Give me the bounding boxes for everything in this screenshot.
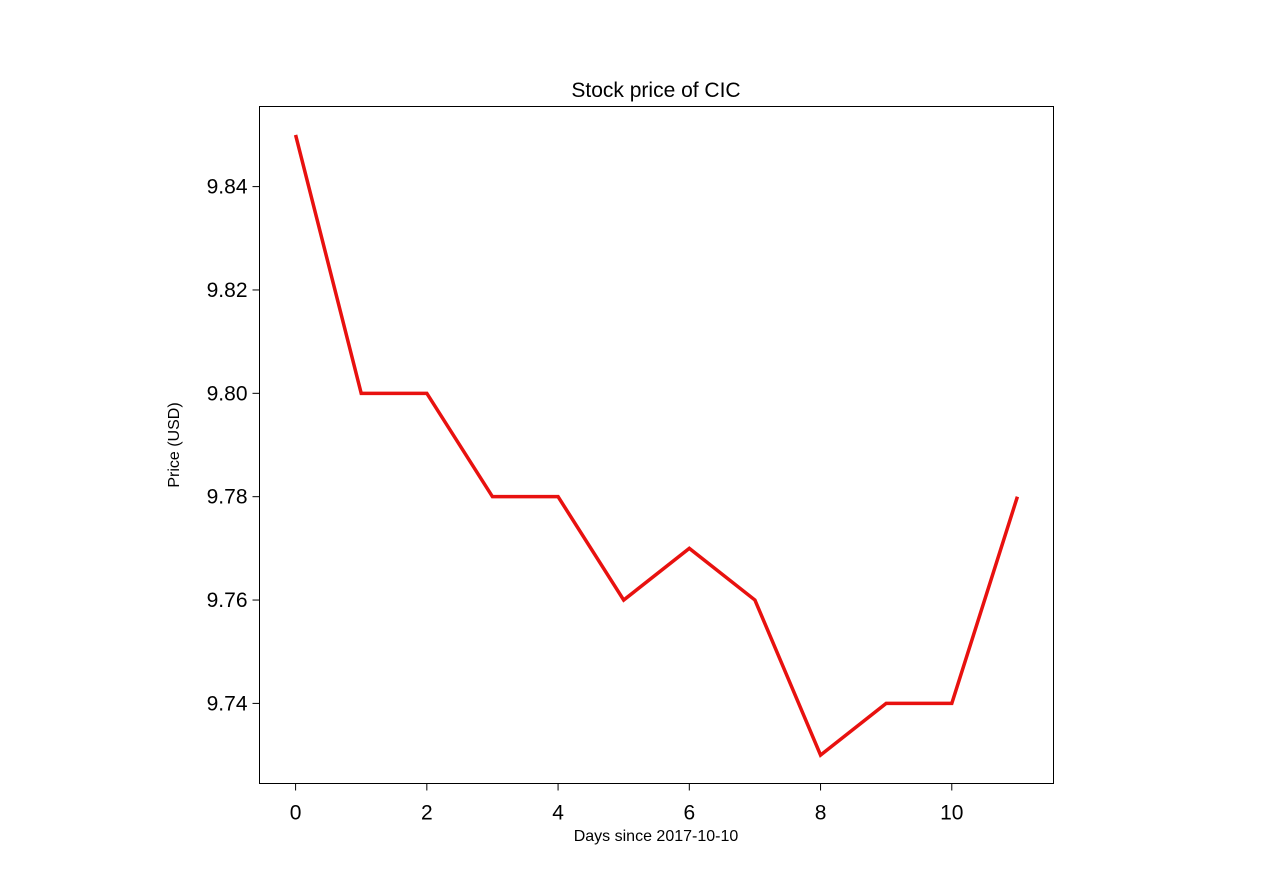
y-tick-label: 9.84 — [207, 176, 248, 199]
x-axis-ticks: 0 2 4 6 8 10 — [290, 783, 963, 825]
y-axis-ticks: 9.74 9.76 9.78 9.80 9.82 9.84 — [207, 176, 260, 715]
y-tick-label: 9.82 — [207, 279, 248, 302]
x-axis-label: Days since 2017-10-10 — [574, 828, 739, 845]
x-tick-label: 2 — [421, 802, 433, 825]
x-tick-label: 0 — [290, 802, 302, 825]
x-tick-label: 8 — [815, 802, 827, 825]
y-tick-label: 9.74 — [207, 692, 248, 715]
y-axis-label: Price (USD) — [166, 402, 183, 487]
price-series-line — [293, 134, 1020, 758]
x-tick-label: 6 — [683, 802, 695, 825]
y-tick-label: 9.80 — [207, 382, 248, 405]
series-group — [293, 134, 1020, 758]
plot-area — [259, 106, 1054, 784]
x-tick-label: 4 — [552, 802, 564, 825]
x-tick-label: 10 — [940, 802, 963, 825]
chart-title: Stock price of CIC — [571, 79, 740, 102]
y-tick-label: 9.78 — [207, 486, 248, 509]
y-tick-label: 9.76 — [207, 589, 248, 612]
